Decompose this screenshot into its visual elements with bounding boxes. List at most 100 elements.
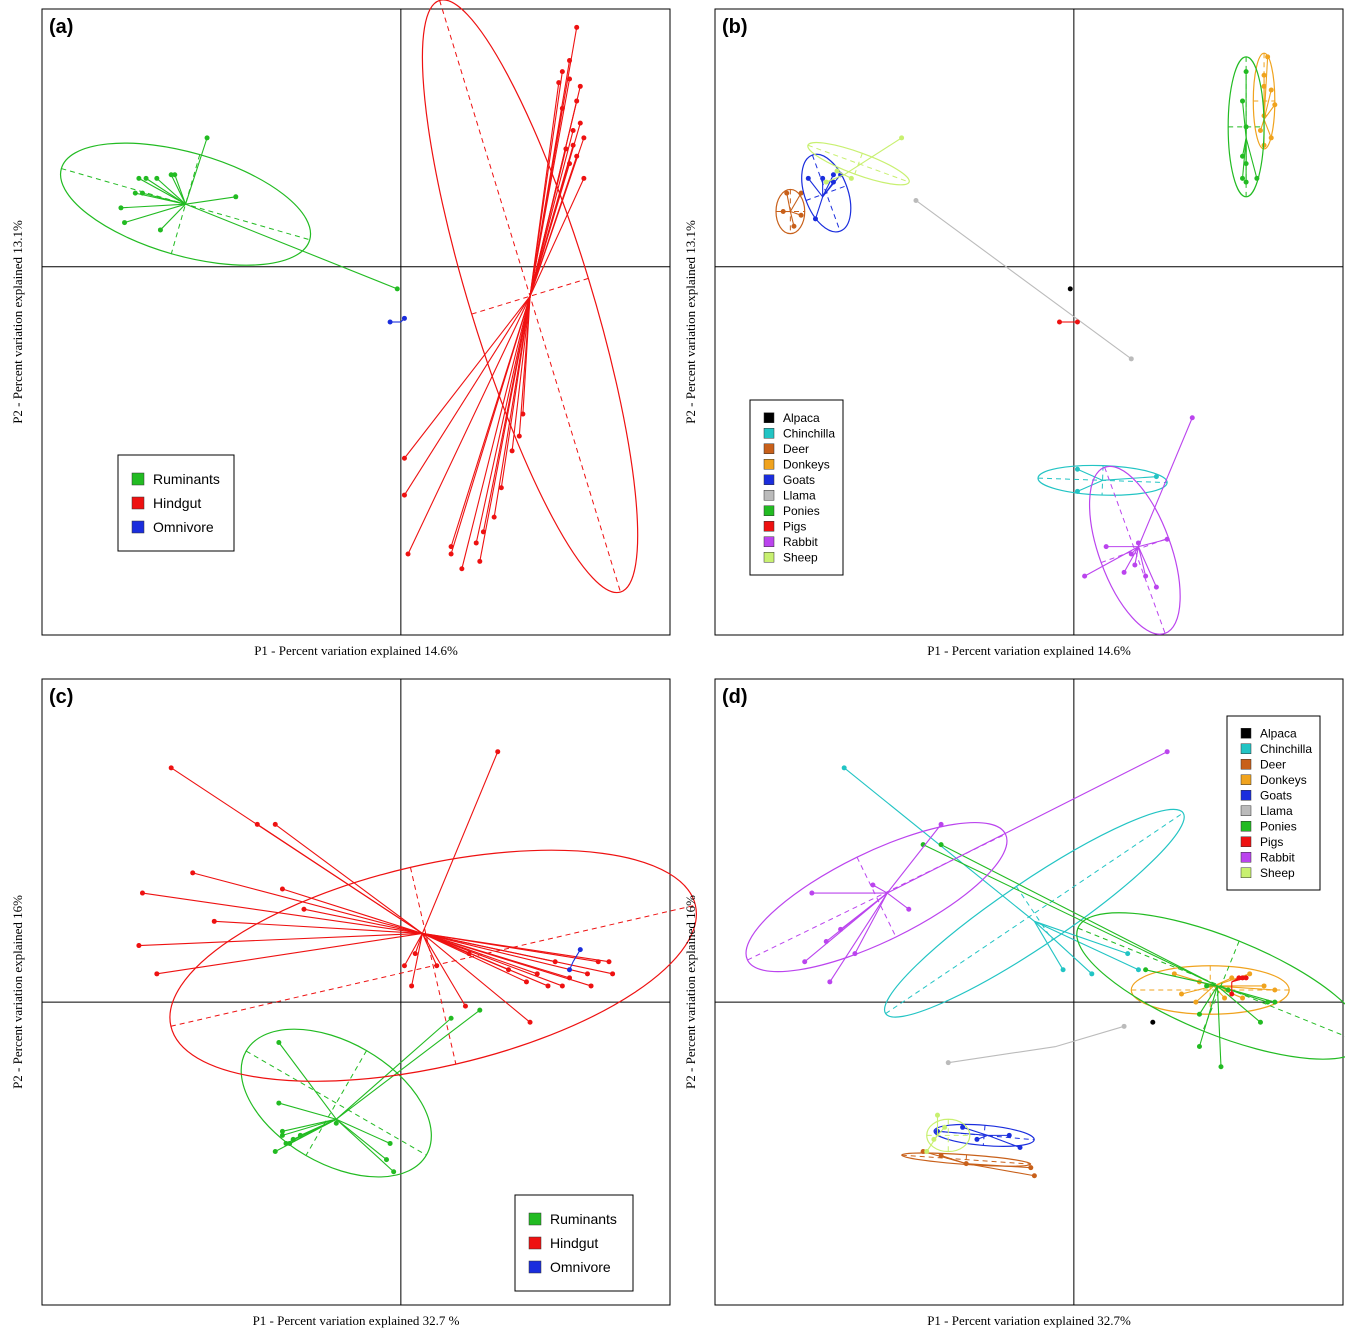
data-point [272,821,278,827]
data-point [534,971,540,977]
data-point [168,765,174,771]
data-point [172,172,178,178]
legend-swatch [763,412,775,423]
data-point [567,76,573,82]
data-point [574,24,580,30]
plot-frame [714,678,1344,1306]
spider-line [257,823,423,934]
data-point [798,190,804,196]
ellipse-group [169,849,697,1082]
data-point [527,1019,533,1025]
ellipse-group [883,808,1185,1018]
data-point [122,220,128,226]
data-point [559,983,565,989]
data-point [118,205,124,211]
data-point [1272,999,1278,1005]
data-point [913,197,919,203]
chart-panel: (c) P1 - Percent variation explained 32.7… [10,678,697,1328]
spider-line [185,196,236,205]
legend-swatch [131,472,145,486]
data-point [581,135,587,141]
series-group [240,1007,483,1178]
data-point [1204,983,1210,989]
data-point [1189,415,1195,421]
ellipse-group [1227,56,1265,198]
ellipse-major-axis [1100,537,1169,564]
spider-line [124,203,186,224]
legend-label: Rabbit [1260,851,1295,865]
spider-line [1241,101,1247,138]
data-point [960,1124,966,1130]
series-group [775,188,806,235]
spider-line [829,892,888,983]
data-point [132,190,138,196]
spider-line [475,296,531,544]
spider-line [138,177,186,205]
chart-panel: (a) P1 - Percent variation explained 14.6… [10,0,671,658]
data-point [1261,83,1267,89]
data-point [1240,975,1246,981]
data-point [1243,69,1249,75]
data-point [394,286,400,292]
legend-label: Deer [1260,758,1286,772]
legend-label: Donkeys [783,458,830,472]
spider-line [1245,137,1258,179]
legend-label: Sheep [783,551,818,565]
data-point [827,979,833,985]
spider-line [1263,119,1272,139]
data-point [136,175,142,181]
legend-swatch [1240,790,1252,801]
spider-line [937,1130,988,1136]
data-point [520,411,526,417]
data-point [784,190,790,196]
spider-line [1055,1025,1125,1048]
series-group [807,135,910,186]
data-point [1060,967,1066,973]
panel-label: (a) [49,16,73,38]
plot-frame [714,8,1344,636]
data-point [1132,562,1138,568]
data-point [838,926,844,932]
data-point [556,80,562,86]
spider-line [185,137,208,205]
data-point [798,212,804,218]
legend-label: Alpaca [1260,727,1297,741]
spider-line [422,933,531,1023]
spider-line [403,933,423,967]
data-point [1257,1019,1263,1025]
legend-label: Alpaca [783,411,820,425]
series-group [567,947,583,973]
spider-line [156,932,423,975]
data-point [459,566,465,572]
spider-line [529,156,578,297]
series-group [1067,286,1073,292]
data-point [848,175,854,181]
data-point [333,1120,339,1126]
data-point [448,544,454,550]
data-point [938,821,944,827]
data-point [559,69,565,75]
y-axis-label: P2 - Percent variation explained 13.1% [10,220,25,424]
data-point [276,1039,282,1045]
legend-swatch [131,520,145,534]
data-point [1265,54,1271,60]
legend-swatch [1240,805,1252,816]
confidence-ellipse [1130,965,1290,1015]
ellipse-major-axis [245,1050,427,1156]
data-point [480,529,486,535]
spider-line [407,295,531,555]
series-group [901,1149,1037,1179]
data-point [1247,971,1253,977]
data-point [1179,991,1185,997]
spider-line [192,872,423,934]
spider-line [138,932,423,947]
legend-swatch [1240,821,1252,832]
legend: Ruminants Hindgut Omnivore [514,1194,634,1292]
spider-line [1241,137,1247,179]
data-point [1240,175,1246,181]
data-point [1272,987,1278,993]
series-group [933,1123,1035,1150]
data-point [387,1140,393,1146]
